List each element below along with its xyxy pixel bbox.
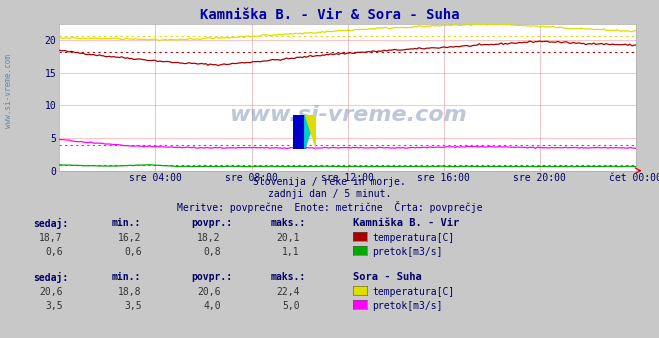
Bar [293,115,304,149]
Text: 20,6: 20,6 [39,287,63,297]
Text: 3,5: 3,5 [124,301,142,312]
Text: 0,6: 0,6 [124,247,142,258]
Text: sedaj:: sedaj: [33,218,68,229]
Text: 18,2: 18,2 [197,233,221,243]
Text: maks.:: maks.: [270,272,305,282]
Text: temperatura[C]: temperatura[C] [372,287,455,297]
Polygon shape [304,115,316,149]
Text: Slovenija / reke in morje.: Slovenija / reke in morje. [253,177,406,188]
Text: 3,5: 3,5 [45,301,63,312]
Text: www.si-vreme.com: www.si-vreme.com [229,105,467,125]
Text: 0,6: 0,6 [45,247,63,258]
Text: min.:: min.: [112,272,142,282]
Text: 20,1: 20,1 [276,233,300,243]
Text: 1,1: 1,1 [282,247,300,258]
Text: zadnji dan / 5 minut.: zadnji dan / 5 minut. [268,189,391,199]
Polygon shape [304,115,316,149]
Text: Kamniška B. - Vir & Sora - Suha: Kamniška B. - Vir & Sora - Suha [200,8,459,22]
Text: 5,0: 5,0 [282,301,300,312]
Text: Kamniška B. - Vir: Kamniška B. - Vir [353,218,459,228]
Text: temperatura[C]: temperatura[C] [372,233,455,243]
Text: maks.:: maks.: [270,218,305,228]
Text: 16,2: 16,2 [118,233,142,243]
Text: 18,8: 18,8 [118,287,142,297]
Text: Meritve: povprečne  Enote: metrične  Črta: povprečje: Meritve: povprečne Enote: metrične Črta:… [177,201,482,213]
Text: www.si-vreme.com: www.si-vreme.com [4,54,13,128]
Text: 22,4: 22,4 [276,287,300,297]
Text: min.:: min.: [112,218,142,228]
Text: pretok[m3/s]: pretok[m3/s] [372,301,443,312]
Text: pretok[m3/s]: pretok[m3/s] [372,247,443,258]
Text: 0,8: 0,8 [203,247,221,258]
Text: 4,0: 4,0 [203,301,221,312]
Text: sedaj:: sedaj: [33,272,68,283]
Text: 20,6: 20,6 [197,287,221,297]
Text: povpr.:: povpr.: [191,218,232,228]
Text: 18,7: 18,7 [39,233,63,243]
Text: povpr.:: povpr.: [191,272,232,282]
Text: Sora - Suha: Sora - Suha [353,272,421,282]
